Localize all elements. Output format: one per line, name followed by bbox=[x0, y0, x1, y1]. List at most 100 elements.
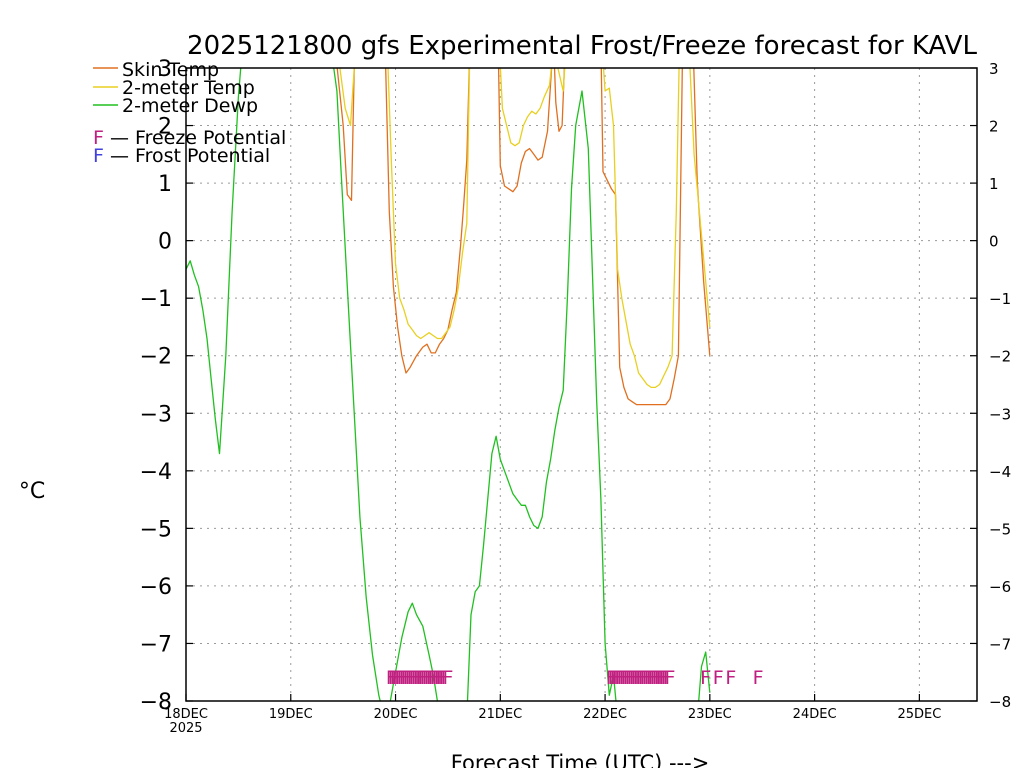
y-tick-label-left: 1 bbox=[158, 172, 172, 197]
x-year-label: 2025 bbox=[169, 721, 202, 736]
x-axis-label: Forecast Time (UTC) ---> bbox=[451, 751, 710, 768]
freeze-marker: F bbox=[658, 667, 669, 689]
legend: Skin Temp 2-meter Temp 2-meter Dewp F — … bbox=[93, 59, 286, 167]
legend-freeze-symbol: F bbox=[93, 127, 104, 149]
x-tick-label: 20DEC bbox=[374, 707, 418, 722]
plot-frame bbox=[185, 67, 978, 702]
y-tick-label-left: 3 bbox=[158, 57, 172, 82]
freeze-marker: F bbox=[623, 667, 634, 689]
freeze-marker: F bbox=[424, 667, 435, 689]
freeze-marker: F bbox=[665, 667, 676, 689]
freeze-marker: F bbox=[650, 667, 661, 689]
freeze-marker: F bbox=[388, 667, 399, 689]
freeze-marker: F bbox=[633, 667, 644, 689]
freeze-marker: F bbox=[440, 667, 451, 689]
y-axis-right: −8 −7 −6 −5 −4 −3 −2 −1 0 1 2 3 bbox=[970, 60, 1011, 711]
freeze-marker: F bbox=[654, 667, 665, 689]
y-tick-label-right: 2 bbox=[989, 118, 999, 136]
y-tick-label-right: −5 bbox=[989, 520, 1011, 538]
freeze-marker: F bbox=[432, 667, 443, 689]
freeze-marker: F bbox=[614, 667, 625, 689]
freeze-marker: F bbox=[396, 667, 407, 689]
freeze-marker: F bbox=[413, 667, 424, 689]
freeze-marker: F bbox=[434, 667, 445, 689]
x-tick-label: 18DEC bbox=[164, 707, 208, 722]
freeze-marker: F bbox=[606, 667, 617, 689]
freeze-marker: F bbox=[621, 667, 632, 689]
y-tick-label-left: 2 bbox=[158, 115, 172, 140]
legend-freeze-potential: F — Freeze Potential bbox=[93, 127, 286, 149]
y-tick-label-left: −8 bbox=[140, 690, 172, 715]
x-axis: 18DEC 19DEC 20DEC 21DEC 22DEC 23DEC 24DEC 25DEC bbox=[164, 694, 941, 722]
freeze-marker: F bbox=[660, 667, 671, 689]
freeze-marker: F bbox=[652, 667, 663, 689]
y-tick-label-left: −5 bbox=[140, 517, 172, 542]
freeze-marker: F bbox=[662, 667, 673, 689]
freeze-marker: F bbox=[612, 667, 623, 689]
freeze-marker: F bbox=[438, 667, 449, 689]
legend-frost-potential: F — Frost Potential bbox=[93, 145, 270, 167]
x-tick-label: 19DEC bbox=[269, 707, 313, 722]
freeze-marker: F bbox=[635, 667, 646, 689]
freeze-marker: F bbox=[753, 667, 764, 689]
freeze-marker: F bbox=[644, 667, 655, 689]
legend-label-skin-temp: Skin Temp bbox=[122, 59, 219, 81]
freeze-marker: F bbox=[618, 667, 629, 689]
y-tick-label-right: −2 bbox=[989, 348, 1011, 366]
x-tick-label: 23DEC bbox=[688, 707, 732, 722]
freeze-marker: F bbox=[646, 667, 657, 689]
y-tick-label-right: −6 bbox=[989, 578, 1011, 596]
legend-frost-text: — Frost Potential bbox=[104, 145, 270, 167]
freeze-marker: F bbox=[419, 667, 430, 689]
freeze-marker: F bbox=[405, 667, 416, 689]
y-tick-label-right: −1 bbox=[989, 290, 1011, 308]
freeze-marker: F bbox=[409, 667, 420, 689]
y-axis-left: −8 −7 −6 −5 −4 −3 −2 −1 0 1 2 3 bbox=[140, 57, 193, 715]
freeze-marker: F bbox=[725, 667, 736, 689]
freeze-marker: F bbox=[642, 667, 653, 689]
y-tick-label-left: −6 bbox=[140, 575, 172, 600]
grid-lines bbox=[186, 68, 977, 701]
freeze-marker: F bbox=[394, 667, 405, 689]
freeze-marker: F bbox=[415, 667, 426, 689]
legend-label-2m-temp: 2-meter Temp bbox=[122, 77, 255, 99]
freeze-marker: F bbox=[390, 667, 401, 689]
chart-title: 2025121800 gfs Experimental Frost/Freeze… bbox=[187, 31, 977, 61]
y-axis-label: °C bbox=[19, 479, 45, 504]
y-tick-label-right: −3 bbox=[989, 405, 1011, 423]
freeze-marker: F bbox=[625, 667, 636, 689]
freeze-marker: F bbox=[656, 667, 667, 689]
freeze-marker: F bbox=[392, 667, 403, 689]
series-line-2-meter-dewp bbox=[186, 68, 711, 701]
freeze-marker: F bbox=[417, 667, 428, 689]
x-tick-label: 24DEC bbox=[793, 707, 837, 722]
x-tick-label: 22DEC bbox=[583, 707, 627, 722]
freeze-marker: F bbox=[639, 667, 650, 689]
y-tick-label-left: −1 bbox=[140, 287, 172, 312]
freeze-marker: F bbox=[428, 667, 439, 689]
freeze-marker: F bbox=[403, 667, 414, 689]
freeze-marker: F bbox=[407, 667, 418, 689]
freeze-marker: F bbox=[401, 667, 412, 689]
freeze-marker: F bbox=[442, 667, 453, 689]
freeze-marker: F bbox=[631, 667, 642, 689]
x-tick-label: 21DEC bbox=[478, 707, 522, 722]
series-line-2-meter-temp bbox=[339, 68, 711, 389]
freeze-marker: F bbox=[616, 667, 627, 689]
freeze-marker: F bbox=[637, 667, 648, 689]
y-tick-label-right: −8 bbox=[989, 693, 1011, 711]
y-tick-label-right: 3 bbox=[989, 60, 999, 78]
series-lines bbox=[186, 68, 711, 701]
y-tick-label-left: −4 bbox=[140, 460, 172, 485]
y-tick-label-right: 1 bbox=[989, 175, 999, 193]
freeze-marker: F bbox=[426, 667, 437, 689]
freeze-marker: F bbox=[421, 667, 432, 689]
freeze-marker: F bbox=[627, 667, 638, 689]
y-tick-label-right: −4 bbox=[989, 463, 1011, 481]
freeze-marker: F bbox=[648, 667, 659, 689]
freeze-marker: F bbox=[430, 667, 441, 689]
y-tick-label-left: −2 bbox=[140, 345, 172, 370]
